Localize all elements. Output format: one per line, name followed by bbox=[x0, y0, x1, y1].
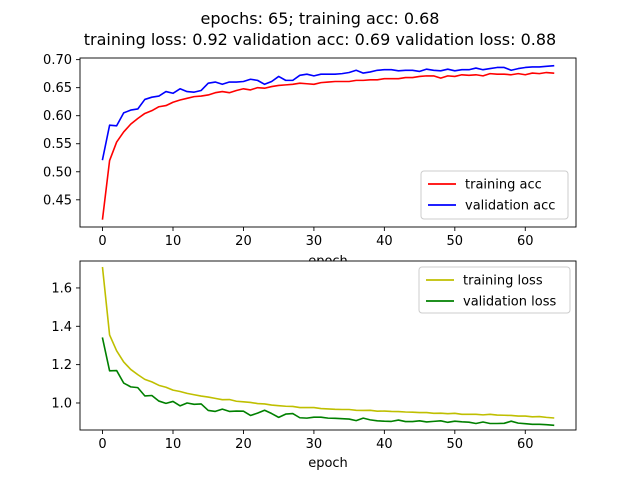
series-line-training-acc bbox=[101, 71, 555, 220]
x-tick-label: 10 bbox=[165, 437, 182, 452]
x-tick-label: 60 bbox=[517, 234, 534, 249]
y-tick-label: 0.60 bbox=[43, 109, 72, 124]
x-tick-label: 40 bbox=[376, 234, 393, 249]
x-tick-label: 10 bbox=[165, 234, 182, 249]
legend: training acc validation acc bbox=[420, 170, 569, 220]
y-tick-label: 0.65 bbox=[43, 81, 72, 96]
x-tick-label: 20 bbox=[235, 437, 252, 452]
lower-axes-background-edge bbox=[80, 261, 576, 272]
series-line-training-loss bbox=[101, 266, 555, 419]
accuracy-subplot: 01020304050600.450.500.550.600.650.70epo… bbox=[43, 53, 577, 272]
y-tick-label: 0.50 bbox=[43, 165, 72, 180]
y-tick-label: 1.4 bbox=[51, 320, 72, 335]
x-tick-label: 0 bbox=[98, 437, 106, 452]
legend-label: validation acc bbox=[465, 199, 555, 214]
axes-frame bbox=[79, 57, 577, 228]
x-axis-label: epoch bbox=[308, 456, 348, 471]
x-tick-label: 0 bbox=[98, 234, 106, 249]
y-tick-label: 1.6 bbox=[51, 281, 72, 296]
y-tick-label: 0.70 bbox=[43, 53, 72, 68]
x-tick-label: 60 bbox=[517, 437, 534, 452]
y-tick-label: 0.45 bbox=[43, 193, 72, 208]
legend-label: training loss bbox=[463, 274, 543, 289]
series-line-validation-acc bbox=[101, 64, 555, 161]
x-tick-label: 20 bbox=[235, 234, 252, 249]
legend-label: validation loss bbox=[463, 295, 556, 310]
legend-box bbox=[420, 170, 569, 220]
y-tick-label: 1.2 bbox=[51, 358, 72, 373]
figure-title-line-1: epochs: 65; training acc: 0.68 bbox=[201, 9, 440, 28]
series-line-validation-loss bbox=[101, 337, 555, 427]
figure-title-line-2: training loss: 0.92 validation acc: 0.69… bbox=[84, 30, 556, 49]
legend-box bbox=[418, 266, 571, 314]
loss-subplot: 0 10 20 30 40 50 60 1.0 1.2 1.4 1.6 epoch training l… bbox=[51, 260, 577, 471]
x-tick-label: 30 bbox=[306, 437, 323, 452]
x-tick-label: 40 bbox=[376, 437, 393, 452]
x-tick-label: 30 bbox=[306, 234, 323, 249]
axes-frame bbox=[79, 260, 577, 431]
legend: training loss validation loss bbox=[418, 266, 571, 314]
legend-label: training acc bbox=[465, 178, 542, 193]
y-tick-label: 1.0 bbox=[51, 396, 72, 411]
y-tick-label: 0.55 bbox=[43, 137, 72, 152]
x-tick-label: 50 bbox=[447, 437, 464, 452]
x-tick-label: 50 bbox=[447, 234, 464, 249]
